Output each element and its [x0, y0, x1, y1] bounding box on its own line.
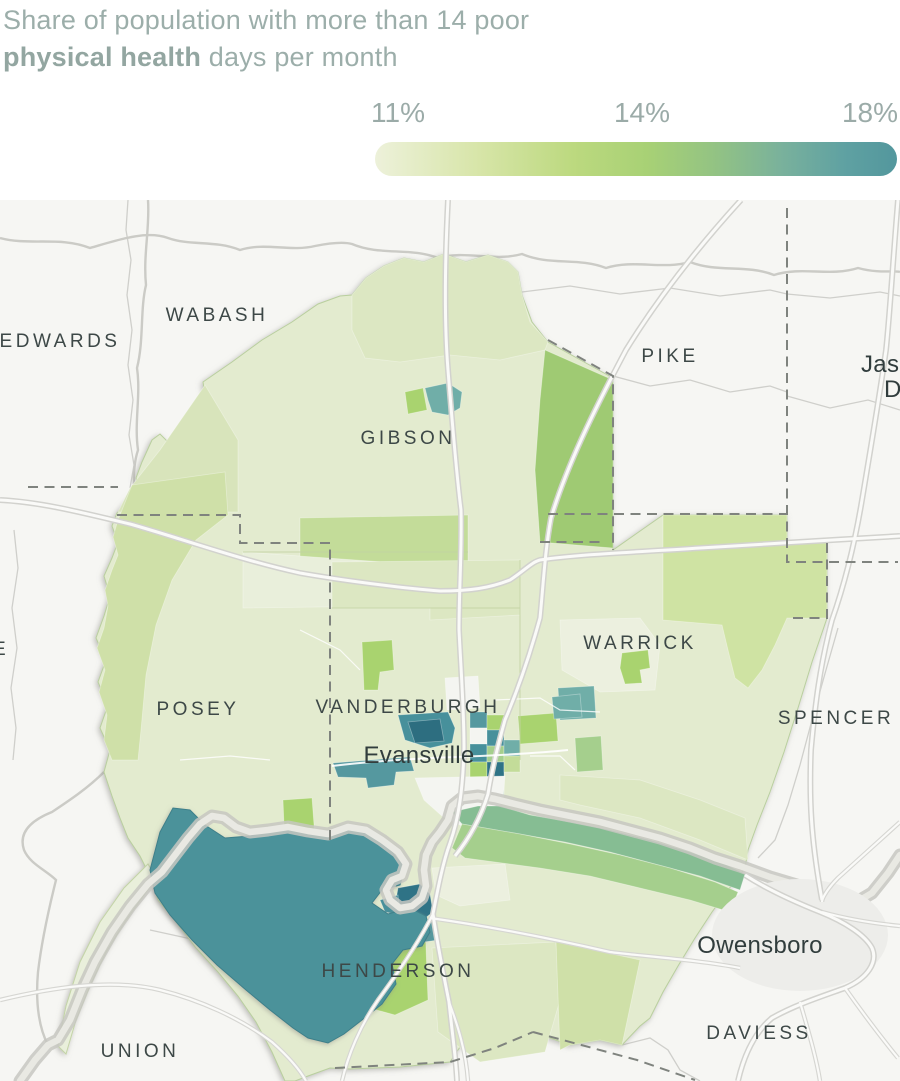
title-line2-rest: days per month: [201, 42, 398, 72]
census-tract: [503, 755, 521, 773]
title-line1: Share of population with more than 14 po…: [3, 5, 530, 35]
census-tract: [517, 712, 559, 745]
owensboro-urban-area: [712, 879, 888, 991]
wabash-river-lower: [21, 771, 105, 1046]
choropleth-map-canvas[interactable]: EDWARDS WABASH GIBSON PIKE POSEY VANDERB…: [0, 200, 900, 1081]
county-label-union: UNION: [101, 1041, 180, 1062]
county-label-gibson: GIBSON: [361, 428, 456, 449]
census-tract: [351, 253, 549, 363]
chart-title: Share of population with more than 14 po…: [3, 2, 529, 76]
lloyd-expressway-road: [331, 749, 569, 767]
county-label-wabash: WABASH: [166, 305, 269, 326]
census-tract: [555, 941, 641, 1051]
census-tract: [404, 387, 428, 415]
city-label-d-partial: D: [884, 376, 900, 403]
census-tract: [619, 649, 651, 685]
county-label-spencer: SPENCER: [778, 708, 894, 729]
city-label-evansville: Evansville: [363, 742, 474, 769]
census-tract: [574, 735, 604, 773]
census-tract: [361, 639, 395, 691]
map-labels: EDWARDS WABASH GIBSON PIKE POSEY VANDERB…: [0, 305, 900, 1062]
census-tract: [451, 823, 739, 913]
county-label-pike: PIKE: [641, 346, 698, 367]
ohio-river: [13, 789, 900, 1081]
title-line2-bold: physical health: [3, 42, 202, 72]
legend-gradient-bar: [375, 142, 897, 176]
county-label-posey: POSEY: [157, 699, 240, 720]
census-tract: [96, 471, 229, 761]
county-label-daviess: DAVIESS: [706, 1023, 811, 1044]
census-tract: [407, 718, 445, 744]
census-tract: [332, 756, 415, 789]
county-label-edwards: EDWARDS: [0, 331, 120, 352]
census-tract: [551, 693, 583, 720]
county-label-henderson: HENDERSON: [322, 961, 475, 982]
wabash-river-upper: [130, 200, 150, 497]
chart-header: Share of population with more than 14 po…: [0, 0, 900, 200]
city-label-jasper-partial: Jasp: [861, 351, 900, 378]
county-label-partial-e: E: [0, 639, 9, 660]
tract-boundary-lines: [179, 551, 601, 771]
dashed-boundaries: [28, 208, 898, 1081]
legend-label-max: 18%: [841, 97, 898, 128]
legend-label-min: 11%: [371, 97, 425, 128]
city-label-owensboro: Owensboro: [697, 932, 822, 959]
county-label-warrick: WARRICK: [583, 633, 697, 654]
county-label-vanderburgh: VANDERBURGH: [316, 697, 501, 718]
census-tract: [559, 774, 749, 861]
roads: [0, 200, 900, 1081]
legend-label-mid: 14%: [613, 97, 671, 128]
